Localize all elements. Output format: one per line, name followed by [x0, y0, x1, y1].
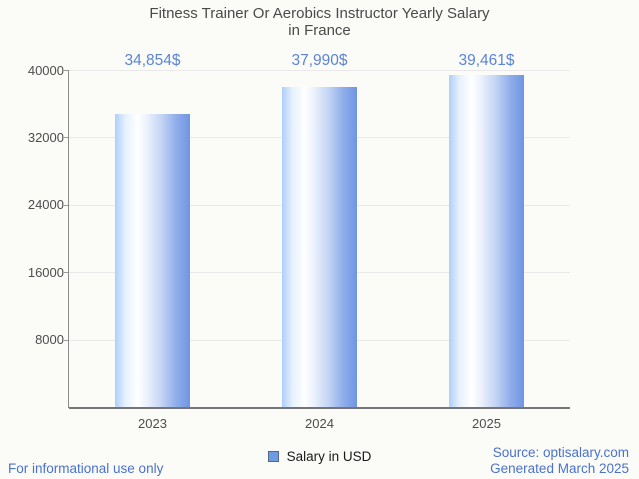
gridline-40000 — [69, 70, 570, 71]
y-axis-label-24000: 24000 — [27, 197, 64, 213]
disclaimer-note: For informational use only — [8, 461, 164, 476]
salary-bar-2025[interactable] — [449, 75, 524, 408]
y-tick-mark-24000 — [64, 204, 69, 206]
y-axis-label-32000: 32000 — [27, 129, 64, 145]
salary-bar-2023[interactable] — [115, 113, 190, 408]
y-axis-label-16000: 16000 — [27, 264, 64, 280]
y-axis-label-8000: 8000 — [35, 332, 64, 348]
y-tick-mark-32000 — [64, 137, 69, 139]
x-axis-label-2023: 2023 — [138, 416, 167, 431]
legend: Salary in USD — [0, 449, 639, 464]
chart-title-line-1: Fitness Trainer Or Aerobics Instructor Y… — [149, 5, 490, 22]
x-axis-label-2025: 2025 — [472, 416, 501, 431]
y-tick-mark-16000 — [64, 272, 69, 274]
page-title: Fitness Trainer Or Aerobics Instructor Y… — [0, 5, 639, 39]
legend-label: Salary in USD — [286, 449, 372, 464]
chart-title-line-2: in France — [288, 22, 351, 39]
y-axis-line — [68, 70, 69, 408]
y-axis-label-40000: 40000 — [27, 62, 64, 78]
salary-bar-2024[interactable] — [282, 87, 357, 408]
x-axis-line — [69, 406, 570, 409]
value-label-2025: 39,461$ — [458, 52, 515, 69]
generated-label: Generated March 2025 — [490, 460, 629, 476]
y-tick-mark-40000 — [64, 70, 69, 71]
legend-swatch-icon — [267, 451, 279, 462]
value-label-2023: 34,854$ — [124, 52, 181, 69]
source-link[interactable]: Source: optisalary.com — [492, 445, 629, 460]
x-axis-label-2024: 2024 — [305, 416, 334, 431]
value-label-2024: 37,990$ — [291, 52, 348, 69]
y-tick-mark-8000 — [64, 339, 69, 341]
footer-source-block: Source: optisalary.com Generated March 2… — [490, 445, 629, 476]
